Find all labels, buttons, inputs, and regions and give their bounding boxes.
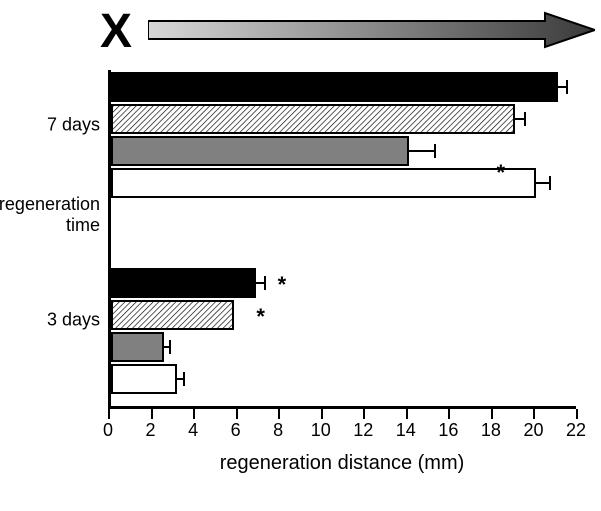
x-tick [533,409,535,419]
error-bar [177,372,186,386]
bar [111,72,558,102]
x-tick [406,409,408,419]
bar [111,268,256,298]
x-tick [236,409,238,419]
error-bar [164,340,170,354]
x-tick-label: 0 [103,420,113,441]
x-tick-label: 14 [396,420,416,441]
x-tick-label: 12 [353,420,373,441]
x-tick-label: 22 [566,420,586,441]
y-group-label: 7 days [47,115,100,136]
error-bar [558,80,569,94]
bar [111,136,409,166]
x-tick [321,409,323,419]
x-mark-icon: X [100,8,132,56]
x-axis-line [108,406,576,409]
error-bar [536,176,551,190]
bar [111,364,177,394]
x-tick-label: 10 [311,420,331,441]
significance-asterisk: * [278,274,287,296]
x-tick-label: 8 [273,420,283,441]
bar [111,332,164,362]
x-tick-label: 16 [438,420,458,441]
gradient-arrow-icon [148,11,595,49]
x-tick-label: 20 [523,420,543,441]
bar [111,300,234,330]
x-tick-label: 2 [146,420,156,441]
significance-asterisk: * [496,162,505,184]
error-bar [515,112,526,126]
error-bar [256,276,267,290]
bar [111,168,536,198]
significance-asterisk: * [256,306,265,328]
x-tick [193,409,195,419]
error-bar [409,144,437,158]
bar [111,104,515,134]
x-tick-label: 18 [481,420,501,441]
y-group-label: 3 days [47,310,100,331]
x-tick [491,409,493,419]
x-tick-label: 6 [231,420,241,441]
y-secondary-label: regeneration time [0,194,100,236]
x-tick [108,409,110,419]
x-tick [278,409,280,419]
x-tick [448,409,450,419]
x-tick-label: 4 [188,420,198,441]
x-tick [363,409,365,419]
x-tick [576,409,578,419]
x-tick [151,409,153,419]
x-axis-title: regeneration distance (mm) [220,452,465,475]
